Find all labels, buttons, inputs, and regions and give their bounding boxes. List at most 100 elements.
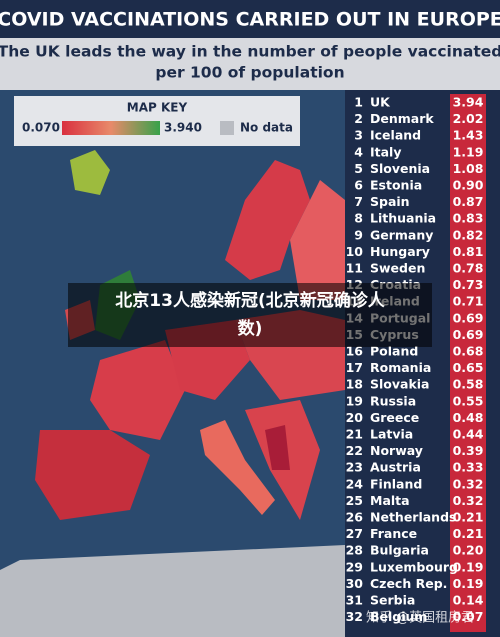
value: 0.55 [453, 393, 484, 408]
rank: 10 [346, 244, 364, 259]
rank: 28 [346, 543, 363, 558]
title: COVID VACCINATIONS CARRIED OUT IN EUROPE [0, 9, 500, 31]
value: 0.44 [453, 427, 484, 442]
map-key-min: 0.070 [22, 121, 60, 135]
value: 0.65 [453, 360, 484, 375]
rank: 27 [346, 526, 363, 541]
value: 0.90 [453, 178, 484, 193]
country [70, 150, 110, 195]
rank: 19 [346, 393, 363, 408]
subtitle: The UK leads the way in the number of pe… [0, 43, 500, 61]
rank: 9 [354, 227, 363, 242]
country: Bulgaria [370, 543, 429, 558]
country: Iceland [370, 128, 421, 143]
country: Luxembourg [370, 559, 458, 574]
value: 0.68 [453, 344, 484, 359]
map-key-no-data: No data [240, 121, 293, 135]
country: Sweden [370, 261, 425, 276]
caption: 北京13人感染新冠(北京新冠确诊人 [115, 290, 385, 311]
country [290, 180, 345, 300]
country: Netherlands [370, 510, 456, 525]
no-data-swatch [220, 121, 234, 135]
caption-box [68, 283, 432, 347]
country: Romania [370, 360, 431, 375]
rank: 8 [354, 211, 363, 226]
country: Poland [370, 344, 418, 359]
value: 0.83 [453, 211, 484, 226]
value: 2.02 [453, 111, 484, 126]
rank: 16 [346, 344, 364, 359]
value: 0.78 [453, 261, 484, 276]
value: 0.07 [453, 609, 484, 624]
country: Hungary [370, 244, 430, 259]
no-data-land [0, 545, 345, 637]
value: 0.39 [453, 443, 484, 458]
rank: 11 [346, 261, 363, 276]
rank: 2 [354, 111, 363, 126]
country [90, 340, 185, 440]
value: 0.69 [453, 327, 484, 342]
value: 3.94 [453, 95, 484, 110]
country: Malta [370, 493, 410, 508]
country: Russia [370, 393, 416, 408]
value: 0.81 [453, 244, 484, 259]
value: 0.20 [453, 543, 484, 558]
country [225, 160, 310, 280]
country: Czech Rep. [370, 576, 447, 591]
value: 0.69 [453, 310, 484, 325]
value: 0.33 [453, 460, 484, 475]
rank: 21 [346, 427, 363, 442]
country: Estonia [370, 178, 422, 193]
country [200, 420, 275, 515]
rank: 17 [346, 360, 363, 375]
value: 0.32 [453, 476, 484, 491]
value: 0.32 [453, 493, 484, 508]
country: UK [370, 95, 391, 110]
rank: 31 [346, 593, 363, 608]
value: 1.19 [453, 144, 484, 159]
country: Norway [370, 443, 423, 458]
rank: 1 [354, 95, 363, 110]
rank: 4 [354, 144, 363, 159]
country: France [370, 526, 417, 541]
country [35, 430, 150, 520]
rank: 18 [346, 377, 363, 392]
subtitle-band [0, 38, 500, 90]
rank: 6 [354, 178, 363, 193]
value: 0.73 [453, 277, 484, 292]
rank: 29 [346, 559, 363, 574]
value-column [450, 94, 486, 632]
value: 0.71 [453, 294, 484, 309]
rank: 7 [354, 194, 363, 209]
value: 0.19 [453, 559, 484, 574]
subtitle: per 100 of population [155, 64, 344, 82]
country: Slovenia [370, 161, 430, 176]
rank: 26 [346, 510, 364, 525]
value: 0.19 [453, 576, 484, 591]
country: Austria [370, 460, 421, 475]
country: Serbia [370, 593, 415, 608]
country: Denmark [370, 111, 434, 126]
rank: 20 [346, 410, 364, 425]
rank: 23 [346, 460, 363, 475]
caption: 数) [238, 318, 263, 339]
country: Slovakia [370, 377, 430, 392]
value: 0.21 [453, 526, 484, 541]
rank: 32 [346, 609, 363, 624]
rank: 24 [346, 476, 364, 491]
country: Germany [370, 227, 433, 242]
country: Greece [370, 410, 419, 425]
rank: 30 [346, 576, 364, 591]
country: Spain [370, 194, 410, 209]
country [265, 425, 290, 470]
value: 0.58 [453, 377, 484, 392]
map-key-gradient [62, 121, 160, 135]
country: Italy [370, 144, 402, 159]
country: Lithuania [370, 211, 436, 226]
map-key-title: MAP KEY [127, 101, 188, 115]
map-key-max: 3.940 [164, 121, 202, 135]
watermark: 知乎 @英国租房君 [366, 610, 474, 626]
country: Finland [370, 476, 422, 491]
